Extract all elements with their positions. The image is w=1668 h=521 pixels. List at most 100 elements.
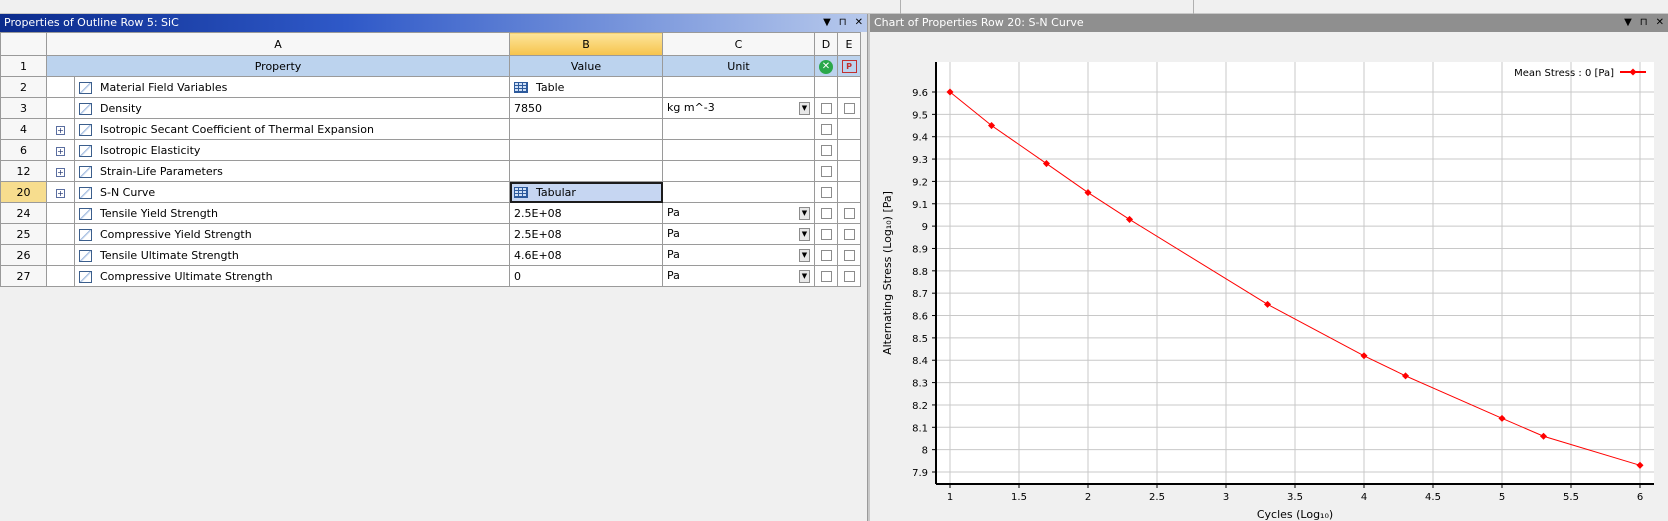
y-tick-label: 9 <box>922 222 928 233</box>
table-row[interactable]: 26 Tensile Ultimate Strength 4.6E+08 ▼ Pa <box>0 244 861 266</box>
property-cell[interactable]: Tensile Ultimate Strength <box>74 244 510 266</box>
quantity-checkbox[interactable] <box>820 271 832 282</box>
property-cell[interactable]: Compressive Ultimate Strength <box>74 265 510 287</box>
row-number[interactable]: 24 <box>0 202 47 224</box>
data-point[interactable] <box>1402 372 1410 380</box>
property-cell[interactable]: Compressive Yield Strength <box>74 223 510 245</box>
value-cell[interactable]: Tabular <box>509 181 663 203</box>
quantity-toggle-header[interactable]: ✕ <box>814 55 838 77</box>
value-cell[interactable]: 4.6E+08 <box>509 244 663 266</box>
table-row[interactable]: 3 Density 7850 ▼ kg m^-3 <box>0 97 861 119</box>
unit-cell[interactable]: ▼ Pa <box>662 223 815 245</box>
column-header-a[interactable]: A <box>46 32 510 56</box>
parameter-checkbox[interactable] <box>843 250 855 261</box>
expander-cell[interactable]: + <box>46 181 75 203</box>
unit-cell[interactable] <box>662 139 815 161</box>
parameter-checkbox[interactable] <box>843 103 855 114</box>
data-point[interactable] <box>1264 300 1272 308</box>
table-row[interactable]: 2 Material Field Variables Table <box>0 76 861 98</box>
expand-icon[interactable]: + <box>56 167 65 177</box>
value-cell[interactable] <box>509 118 663 140</box>
close-icon[interactable]: ✕ <box>1655 17 1664 28</box>
property-cell[interactable]: Isotropic Elasticity <box>74 139 510 161</box>
panel-menu-icon[interactable]: ▼ <box>1624 17 1632 28</box>
row-number[interactable]: 6 <box>0 139 47 161</box>
quantity-checkbox[interactable] <box>820 187 832 198</box>
expander-cell[interactable]: + <box>46 139 75 161</box>
table-row[interactable]: 24 Tensile Yield Strength 2.5E+08 ▼ Pa <box>0 202 861 224</box>
row-number[interactable]: 3 <box>0 97 47 119</box>
row-number[interactable]: 12 <box>0 160 47 182</box>
value-cell[interactable] <box>509 160 663 182</box>
property-cell[interactable]: Density <box>74 97 510 119</box>
table-row[interactable]: 6 + Isotropic Elasticity <box>0 139 861 161</box>
table-row[interactable]: 12 + Strain-Life Parameters <box>0 160 861 182</box>
property-cell[interactable]: Strain-Life Parameters <box>74 160 510 182</box>
data-point[interactable] <box>946 88 954 96</box>
row-number[interactable]: 2 <box>0 76 47 98</box>
column-header-d[interactable]: D <box>814 32 838 56</box>
unit-cell[interactable] <box>662 181 815 203</box>
quantity-checkbox[interactable] <box>820 103 832 114</box>
parameter-checkbox[interactable] <box>843 208 855 219</box>
s-n-curve-chart[interactable]: 1 1.5 2 2.5 3 3.5 4 4.5 5 5.5 6 7.9 8 8.1 8.2 8.3 8.4 8.5… <box>870 32 1668 521</box>
expand-icon[interactable]: + <box>56 146 65 156</box>
property-cell[interactable]: Isotropic Secant Coefficient of Thermal … <box>74 118 510 140</box>
value-text: 4.6E+08 <box>514 248 562 262</box>
data-point[interactable] <box>1540 432 1548 440</box>
table-row[interactable]: 20 + S-N Curve Tabular <box>0 181 861 203</box>
column-header-b[interactable]: B <box>509 32 663 56</box>
table-row[interactable]: 27 Compressive Ultimate Strength 0 ▼ Pa <box>0 265 861 287</box>
unit-cell[interactable]: ▼ Pa <box>662 265 815 287</box>
value-cell[interactable]: 0 <box>509 265 663 287</box>
property-cell[interactable]: Material Field Variables <box>74 76 510 98</box>
pin-icon[interactable]: ⊓ <box>1639 17 1648 28</box>
property-cell[interactable]: Tensile Yield Strength <box>74 202 510 224</box>
parameter-header[interactable]: P <box>837 55 861 77</box>
unit-cell[interactable]: ▼ Pa <box>662 202 815 224</box>
unit-cell[interactable]: ▼ Pa <box>662 244 815 266</box>
value-cell[interactable] <box>509 139 663 161</box>
unit-dropdown-arrow-icon[interactable]: ▼ <box>799 228 810 241</box>
parameter-checkbox[interactable] <box>843 229 855 240</box>
unit-cell[interactable] <box>662 118 815 140</box>
value-cell[interactable]: Table <box>509 76 663 98</box>
row-number[interactable]: 20 <box>0 181 47 203</box>
pin-icon[interactable]: ⊓ <box>838 17 847 28</box>
unit-dropdown-arrow-icon[interactable]: ▼ <box>799 249 810 262</box>
column-header-e[interactable]: E <box>837 32 861 56</box>
expander-cell[interactable]: + <box>46 160 75 182</box>
unit-cell[interactable] <box>662 160 815 182</box>
quantity-checkbox[interactable] <box>820 208 832 219</box>
quantity-checkbox[interactable] <box>820 124 832 135</box>
quantity-checkbox[interactable] <box>820 229 832 240</box>
row-number[interactable]: 4 <box>0 118 47 140</box>
quantity-checkbox-cell <box>814 160 838 182</box>
parameter-checkbox[interactable] <box>843 271 855 282</box>
unit-dropdown-arrow-icon[interactable]: ▼ <box>799 102 810 115</box>
property-cell[interactable]: S-N Curve <box>74 181 510 203</box>
column-header-c[interactable]: C <box>662 32 815 56</box>
row-number[interactable]: 27 <box>0 265 47 287</box>
quantity-checkbox[interactable] <box>820 166 832 177</box>
row-number[interactable]: 26 <box>0 244 47 266</box>
expander-cell[interactable]: + <box>46 118 75 140</box>
unit-dropdown-arrow-icon[interactable]: ▼ <box>799 270 810 283</box>
pane-splitter[interactable] <box>867 14 870 521</box>
row-number[interactable]: 1 <box>0 55 47 77</box>
table-row[interactable]: 25 Compressive Yield Strength 2.5E+08 ▼ Pa <box>0 223 861 245</box>
unit-dropdown-arrow-icon[interactable]: ▼ <box>799 207 810 220</box>
row-number[interactable]: 25 <box>0 223 47 245</box>
unit-cell[interactable]: ▼ kg m^-3 <box>662 97 815 119</box>
value-cell[interactable]: 2.5E+08 <box>509 223 663 245</box>
value-cell[interactable]: 2.5E+08 <box>509 202 663 224</box>
panel-menu-icon[interactable]: ▼ <box>823 17 831 28</box>
expand-icon[interactable]: + <box>56 125 65 135</box>
value-cell[interactable]: 7850 <box>509 97 663 119</box>
unit-cell[interactable] <box>662 76 815 98</box>
table-row[interactable]: 4 + Isotropic Secant Coefficient of Therma… <box>0 118 861 140</box>
close-icon[interactable]: ✕ <box>854 17 863 28</box>
expand-icon[interactable]: + <box>56 188 65 198</box>
quantity-checkbox[interactable] <box>820 145 832 156</box>
quantity-checkbox[interactable] <box>820 250 832 261</box>
